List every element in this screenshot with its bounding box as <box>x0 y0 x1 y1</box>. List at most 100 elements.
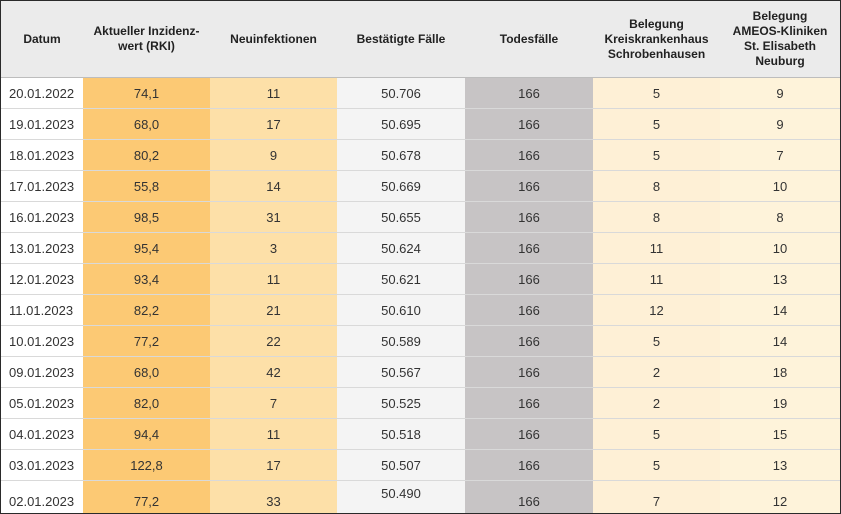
cell-belegung-kreiskrankenhaus: 11 <box>593 232 720 264</box>
cell-belegung-ameos: 13 <box>720 449 840 481</box>
cell-bestaetigte-faelle: 50.507 <box>337 449 465 481</box>
cell-inzidenzwert: 98,5 <box>83 201 210 233</box>
cell-belegung-kreiskrankenhaus: 5 <box>593 77 720 109</box>
header-row: Datum Aktueller Inzidenz-wert (RKI) Neuinf… <box>1 1 840 78</box>
cell-belegung-ameos: 10 <box>720 232 840 264</box>
cell-bestaetigte-faelle: 50.655 <box>337 201 465 233</box>
cell-inzidenzwert: 80,2 <box>83 139 210 171</box>
cell-todesfaelle: 166 <box>465 356 593 388</box>
cell-datum: 20.01.2022 <box>1 77 83 109</box>
cell-belegung-kreiskrankenhaus: 5 <box>593 139 720 171</box>
cell-todesfaelle: 166 <box>465 77 593 109</box>
cell-todesfaelle: 166 <box>465 325 593 357</box>
cell-todesfaelle: 166 <box>465 232 593 264</box>
cell-todesfaelle: 166 <box>465 449 593 481</box>
cell-neuinfektionen: 9 <box>210 139 337 171</box>
cell-inzidenzwert: 68,0 <box>83 356 210 388</box>
cell-bestaetigte-faelle: 50.624 <box>337 232 465 264</box>
table-header: Datum Aktueller Inzidenz-wert (RKI) Neuinf… <box>1 1 840 78</box>
cell-belegung-kreiskrankenhaus: 12 <box>593 294 720 326</box>
cell-belegung-ameos: 12 <box>720 480 840 513</box>
header-belegung-ameos: Belegung AMEOS-Kliniken St. Elisabeth Neubu… <box>720 1 840 78</box>
cell-inzidenzwert: 93,4 <box>83 263 210 295</box>
cell-belegung-kreiskrankenhaus: 2 <box>593 387 720 419</box>
cell-bestaetigte-faelle: 50.589 <box>337 325 465 357</box>
header-belegung-kreiskrankenhaus: Belegung Kreiskrankenhaus Schrobenhausen <box>593 1 720 78</box>
cell-belegung-ameos: 19 <box>720 387 840 419</box>
cell-datum: 09.01.2023 <box>1 356 83 388</box>
cell-inzidenzwert: 77,2 <box>83 480 210 513</box>
cell-neuinfektionen: 3 <box>210 232 337 264</box>
cell-inzidenzwert: 74,1 <box>83 77 210 109</box>
cell-todesfaelle: 166 <box>465 139 593 171</box>
cell-inzidenzwert: 55,8 <box>83 170 210 202</box>
cell-todesfaelle: 166 <box>465 387 593 419</box>
table-row: 13.01.2023 95,4 3 50.624 166 11 10 <box>1 232 840 264</box>
table-row: 09.01.2023 68,0 42 50.567 166 2 18 <box>1 356 840 388</box>
cell-belegung-kreiskrankenhaus: 7 <box>593 480 720 513</box>
header-bestaetigte-faelle: Bestätigte Fälle <box>337 1 465 78</box>
table-row: 03.01.2023 122,8 17 50.507 166 5 13 <box>1 449 840 481</box>
cell-bestaetigte-faelle: 50.610 <box>337 294 465 326</box>
header-datum: Datum <box>1 1 83 78</box>
cell-belegung-kreiskrankenhaus: 8 <box>593 170 720 202</box>
cell-datum: 02.01.2023 <box>1 480 83 513</box>
cell-neuinfektionen: 11 <box>210 77 337 109</box>
cell-belegung-ameos: 10 <box>720 170 840 202</box>
cell-neuinfektionen: 11 <box>210 263 337 295</box>
cell-belegung-ameos: 14 <box>720 325 840 357</box>
cell-neuinfektionen: 21 <box>210 294 337 326</box>
cell-belegung-kreiskrankenhaus: 5 <box>593 449 720 481</box>
cell-todesfaelle: 166 <box>465 480 593 513</box>
cell-belegung-kreiskrankenhaus: 5 <box>593 108 720 140</box>
header-neuinfektionen: Neuinfektionen <box>210 1 337 78</box>
cell-inzidenzwert: 82,0 <box>83 387 210 419</box>
table-row: 10.01.2023 77,2 22 50.589 166 5 14 <box>1 325 840 357</box>
cell-belegung-kreiskrankenhaus: 5 <box>593 418 720 450</box>
cell-belegung-kreiskrankenhaus: 11 <box>593 263 720 295</box>
cell-belegung-ameos: 13 <box>720 263 840 295</box>
table-row: 11.01.2023 82,2 21 50.610 166 12 14 <box>1 294 840 326</box>
cell-datum: 19.01.2023 <box>1 108 83 140</box>
cell-belegung-ameos: 7 <box>720 139 840 171</box>
cell-datum: 05.01.2023 <box>1 387 83 419</box>
cell-bestaetigte-faelle: 50.567 <box>337 356 465 388</box>
cell-bestaetigte-faelle: 50.525 <box>337 387 465 419</box>
cell-bestaetigte-faelle: 50.621 <box>337 263 465 295</box>
cell-datum: 12.01.2023 <box>1 263 83 295</box>
cell-todesfaelle: 166 <box>465 418 593 450</box>
cell-neuinfektionen: 11 <box>210 418 337 450</box>
cell-todesfaelle: 166 <box>465 201 593 233</box>
cell-datum: 17.01.2023 <box>1 170 83 202</box>
cell-bestaetigte-faelle: 50.490 <box>337 480 465 513</box>
table-row: 18.01.2023 80,2 9 50.678 166 5 7 <box>1 139 840 171</box>
cell-bestaetigte-faelle: 50.706 <box>337 77 465 109</box>
cell-inzidenzwert: 68,0 <box>83 108 210 140</box>
cell-bestaetigte-faelle: 50.695 <box>337 108 465 140</box>
cell-datum: 03.01.2023 <box>1 449 83 481</box>
table-row: 02.01.2023 77,2 33 50.490 166 7 12 <box>1 480 840 513</box>
cell-bestaetigte-faelle: 50.678 <box>337 139 465 171</box>
cell-datum: 18.01.2023 <box>1 139 83 171</box>
cell-belegung-kreiskrankenhaus: 8 <box>593 201 720 233</box>
header-todesfaelle: Todesfälle <box>465 1 593 78</box>
cell-neuinfektionen: 17 <box>210 449 337 481</box>
cell-belegung-kreiskrankenhaus: 2 <box>593 356 720 388</box>
table-row: 05.01.2023 82,0 7 50.525 166 2 19 <box>1 387 840 419</box>
cell-todesfaelle: 166 <box>465 263 593 295</box>
table-body: 20.01.2022 74,1 11 50.706 166 5 9 19.01.2023 68,… <box>1 77 840 513</box>
table-row: 16.01.2023 98,5 31 50.655 166 8 8 <box>1 201 840 233</box>
table-row: 12.01.2023 93,4 11 50.621 166 11 13 <box>1 263 840 295</box>
cell-datum: 04.01.2023 <box>1 418 83 450</box>
table-row: 20.01.2022 74,1 11 50.706 166 5 9 <box>1 77 840 109</box>
cell-todesfaelle: 166 <box>465 294 593 326</box>
cell-neuinfektionen: 14 <box>210 170 337 202</box>
cell-neuinfektionen: 22 <box>210 325 337 357</box>
cell-datum: 16.01.2023 <box>1 201 83 233</box>
cell-belegung-ameos: 9 <box>720 108 840 140</box>
header-inzidenzwert: Aktueller Inzidenz-wert (RKI) <box>83 1 210 78</box>
table-row: 19.01.2023 68,0 17 50.695 166 5 9 <box>1 108 840 140</box>
cell-datum: 13.01.2023 <box>1 232 83 264</box>
